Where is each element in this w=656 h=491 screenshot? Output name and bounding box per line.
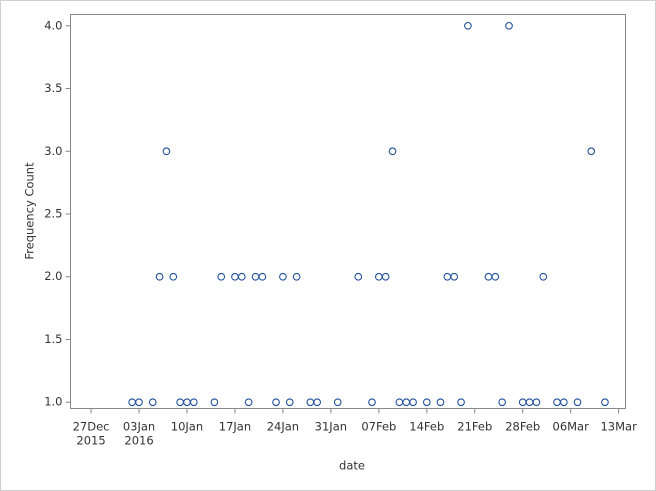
x-tick-label: 21Feb [457, 419, 492, 433]
y-tick-label: 3.5 [44, 81, 62, 95]
data-point [457, 398, 465, 407]
data-point [135, 398, 143, 407]
data-point [333, 398, 342, 407]
data-point [436, 398, 445, 407]
x-tick-label: 10Jan [171, 419, 203, 433]
data-point [388, 147, 397, 156]
data-point [532, 398, 541, 407]
x-tick-label: 27Dec 2015 [73, 419, 110, 447]
x-tick-label: 07Feb [361, 419, 396, 433]
data-point [162, 147, 171, 156]
data-point [155, 272, 164, 281]
data-point [189, 398, 198, 407]
y-tick-label: 3.0 [44, 144, 62, 158]
data-point [381, 272, 390, 281]
y-tick-label: 2.0 [44, 269, 62, 283]
y-axis-label: Frequency Count [23, 162, 37, 260]
data-point [573, 398, 582, 407]
x-tick-label: 24Jan [267, 419, 299, 433]
x-tick-label: 17Jan [219, 419, 251, 433]
data-point [450, 272, 459, 281]
x-tick-label: 06Mar [553, 419, 590, 433]
data-point [217, 272, 226, 281]
data-point [292, 272, 301, 281]
x-tick-label: 14Feb [409, 419, 444, 433]
y-tick-label: 1.5 [44, 332, 62, 346]
data-point [559, 398, 568, 407]
data-point [285, 398, 294, 407]
data-point [354, 272, 363, 281]
x-tick-label: 03Jan 2016 [123, 419, 155, 447]
data-point [409, 398, 417, 407]
data-point [237, 272, 246, 281]
data-point [587, 147, 596, 156]
y-tick-label: 1.0 [44, 395, 62, 409]
data-point [244, 398, 253, 407]
data-point [148, 398, 157, 407]
plot-frame [70, 14, 626, 409]
data-point [601, 398, 609, 407]
data-point [279, 272, 287, 281]
data-point [258, 272, 267, 281]
x-axis-label: date [339, 459, 365, 473]
y-tick-label: 4.0 [44, 18, 62, 32]
data-point [505, 21, 513, 30]
data-point [169, 272, 178, 281]
x-tick-label: 13Mar [600, 419, 637, 433]
data-point [491, 272, 500, 281]
data-point [422, 398, 431, 407]
data-point [368, 398, 376, 407]
data-point [464, 21, 472, 30]
x-tick-label: 31Jan [315, 419, 347, 433]
data-point [498, 398, 507, 407]
data-point [272, 398, 280, 407]
data-point [539, 272, 548, 281]
data-point [313, 398, 322, 407]
x-tick-label: 28Feb [505, 419, 540, 433]
y-tick-label: 2.5 [44, 207, 62, 221]
data-point [210, 398, 219, 407]
